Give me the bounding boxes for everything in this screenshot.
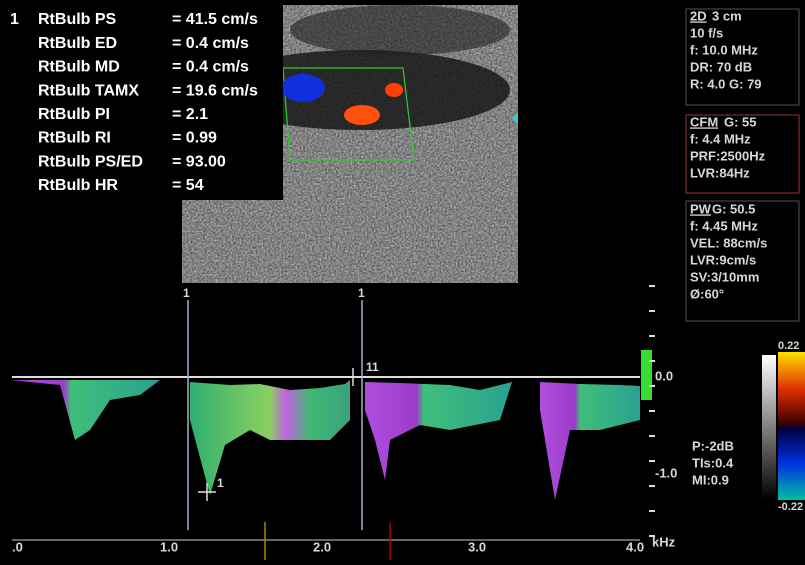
gray-bar: [762, 355, 776, 500]
measurement-value: = 0.4 cm/s: [172, 35, 249, 52]
cursor-marker: 1: [358, 286, 365, 300]
measurement-label: RtBulb HR: [38, 177, 118, 194]
flow-red: [344, 105, 380, 125]
measurement-value: = 41.5 cm/s: [172, 11, 258, 28]
measurement-value: = 93.00: [172, 153, 226, 170]
time-label: .0: [12, 539, 23, 554]
measurement-label: RtBulb RI: [38, 130, 111, 147]
panel-line: f: 10.0 MHz: [690, 42, 758, 57]
panel-line: f: 4.45 MHz: [690, 218, 758, 233]
spectrum: [540, 382, 640, 500]
panel-line: LVR:84Hz: [690, 165, 750, 180]
flow-red: [385, 83, 403, 97]
panel-line: 10 f/s: [690, 25, 723, 40]
time-label: 4.0: [626, 539, 644, 554]
velocity-label: 0.0: [655, 368, 673, 383]
panel-line: Ø:60°: [690, 286, 724, 301]
time-label: 3.0: [468, 539, 486, 554]
panel-line: f: 4.4 MHz: [690, 131, 751, 146]
cursor-marker: 1: [183, 286, 190, 300]
output-line: P:-2dB: [692, 438, 734, 453]
output-line: TIs:0.4: [692, 455, 734, 470]
screen: 1 RtBulb PS = 41.5 cm/s RtBulb ED = 0.4 cm/…: [0, 0, 805, 560]
flow-blue: [281, 74, 325, 102]
cursor-marker: 1: [217, 476, 224, 490]
panel-head: G: 55: [724, 114, 757, 129]
velocity-label: -1.0: [655, 465, 677, 480]
measurement-label: RtBulb PS: [38, 11, 117, 28]
panel-line: VEL: 88cm/s: [690, 235, 767, 250]
panel-tag: CFM: [690, 114, 718, 129]
panel-line: LVR:9cm/s: [690, 252, 756, 267]
page: 1 RtBulb PS = 41.5 cm/s RtBulb ED = 0.4 cm/…: [0, 0, 805, 560]
panel-line: SV:3/10mm: [690, 269, 759, 284]
time-label: 2.0: [313, 539, 331, 554]
tissue-dark: [290, 5, 510, 55]
measurement-label: RtBulb MD: [38, 59, 120, 76]
measurement-value: = 0.4 cm/s: [172, 59, 249, 76]
panel-line: R: 4.0 G: 79: [690, 76, 762, 91]
time-label: 1.0: [160, 539, 178, 554]
color-bar: [778, 352, 805, 500]
measurement-value: = 0.99: [172, 130, 217, 147]
spectrum: [12, 380, 160, 440]
measurement-index: 1: [10, 11, 19, 28]
measurement-value: = 54: [172, 177, 204, 194]
color-bar-bottom: -0.22: [778, 501, 803, 513]
measurement-value: = 2.1: [172, 106, 208, 123]
settings-panels: 2D 3 cm 10 f/s f: 10.0 MHz DR: 70 dB R: 4.0 G…: [690, 8, 767, 301]
measurement-label: RtBulb PI: [38, 106, 110, 123]
panel-tag: PW: [690, 201, 712, 216]
panel-tag: 2D: [690, 8, 707, 23]
measurement-label: RtBulb PS/ED: [38, 153, 143, 170]
panel-head: G: 50.5: [712, 201, 755, 216]
panel-head: 3 cm: [712, 8, 742, 23]
velocity-unit: kHz: [652, 534, 676, 549]
cursor-marker: 11: [366, 360, 379, 374]
spectrum: [365, 382, 512, 480]
panel-line: PRF:2500Hz: [690, 148, 766, 163]
output-line: MI:0.9: [692, 472, 729, 487]
spectrum: [190, 380, 350, 495]
baseline-marker: [641, 350, 652, 400]
measurement-label: RtBulb TAMX: [38, 82, 139, 99]
color-bar-top: 0.22: [778, 340, 799, 352]
panel-line: DR: 70 dB: [690, 59, 752, 74]
measurement-label: RtBulb ED: [38, 35, 117, 52]
measurement-value: = 19.6 cm/s: [172, 82, 258, 99]
